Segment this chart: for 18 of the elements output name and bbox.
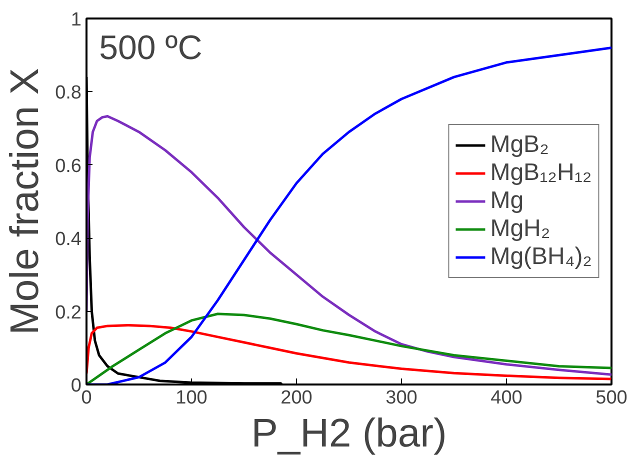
y-tick-label: 1: [70, 10, 82, 30]
x-tick-label: 200: [280, 388, 312, 408]
x-axis-title: P_H2 (bar): [251, 412, 447, 456]
legend-label: Mg(BH₄)₂: [490, 243, 592, 271]
x-tick-label: 500: [596, 388, 628, 408]
legend-label: MgB₁₂H₁₂: [490, 159, 592, 187]
annotation: 500 ºC: [99, 28, 202, 67]
y-tick-label: 0.6: [55, 156, 82, 177]
y-axis-title: Mole fraction X: [3, 68, 48, 335]
y-tick-label: 0.2: [55, 302, 82, 324]
legend-label: MgH₂: [490, 215, 550, 243]
x-tick-label: 100: [176, 388, 208, 408]
y-tick-label: 0.4: [55, 229, 82, 250]
legend-label: Mg: [490, 187, 524, 215]
x-tick-label: 400: [490, 388, 522, 408]
y-tick-label: 0.8: [55, 82, 82, 104]
legend-label: MgB₂: [490, 131, 549, 159]
x-tick-label: 300: [386, 388, 418, 408]
